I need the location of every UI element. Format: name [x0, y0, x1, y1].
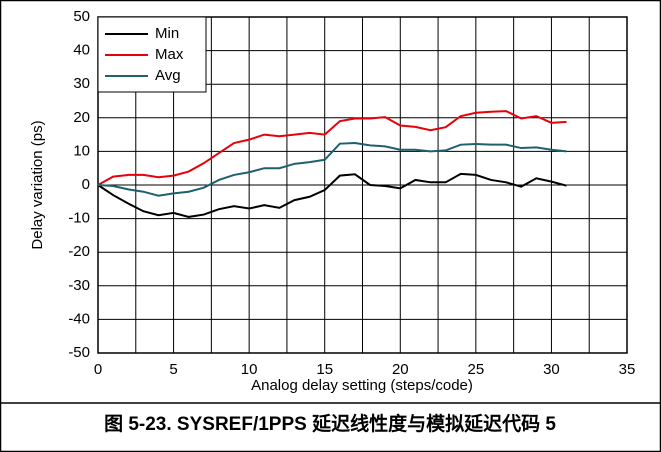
series-line — [97, 172, 567, 218]
y-tick-label: -20 — [68, 243, 90, 260]
series-line — [97, 110, 567, 186]
x-tick-label: 5 — [169, 361, 177, 378]
caption: 图 5-23. SYSREF/1PPS 延迟线性度与模拟延迟代码 5 — [104, 412, 556, 435]
y-tick-label: 30 — [73, 75, 90, 92]
x-tick-label: 30 — [543, 361, 560, 378]
x-axis-label: Analog delay setting (steps/code) — [251, 377, 473, 394]
legend-label: Avg — [155, 67, 181, 84]
x-tick-label: 15 — [316, 361, 333, 378]
y-axis-label: Delay variation (ps) — [29, 120, 46, 249]
x-tick-label: 25 — [468, 361, 485, 378]
legend-label: Max — [155, 46, 184, 63]
y-tick-label: -30 — [68, 277, 90, 294]
y-tick-label: -10 — [68, 210, 90, 227]
y-tick-label: 20 — [73, 109, 90, 126]
x-tick-label: 20 — [392, 361, 409, 378]
series-line — [97, 141, 567, 197]
y-tick-label: 0 — [82, 176, 90, 193]
y-tick-label: 40 — [73, 42, 90, 59]
y-tick-label: -40 — [68, 310, 90, 327]
x-tick-label: 10 — [241, 361, 258, 378]
x-tick-label: 35 — [619, 361, 636, 378]
x-tick-label: 0 — [94, 361, 102, 378]
y-tick-label: -50 — [68, 344, 90, 361]
y-tick-label: 50 — [73, 8, 90, 25]
legend-label: Min — [155, 25, 179, 42]
y-tick-label: 10 — [73, 142, 90, 159]
